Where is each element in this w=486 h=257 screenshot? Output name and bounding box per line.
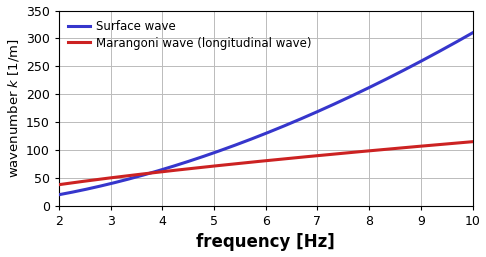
Marangoni wave (longitudinal wave) [280,158,286,161]
Surface wave [395,72,401,75]
Marangoni wave (longitudinal wave) [460,141,466,144]
Marangoni wave (longitudinal wave) [255,160,261,163]
Marangoni wave (longitudinal wave) [302,155,308,158]
Surface wave [460,37,466,40]
Legend: Surface wave, Marangoni wave (longitudinal wave): Surface wave, Marangoni wave (longitudin… [65,16,314,53]
Y-axis label: wavenumber $k$ [1/m]: wavenumber $k$ [1/m] [5,38,20,178]
Line: Surface wave: Surface wave [59,33,472,195]
X-axis label: frequency [Hz]: frequency [Hz] [196,233,335,251]
Surface wave [302,115,308,118]
Surface wave [56,193,62,196]
Marangoni wave (longitudinal wave) [469,140,475,143]
Surface wave [253,136,259,139]
Marangoni wave (longitudinal wave) [395,147,401,150]
Line: Marangoni wave (longitudinal wave): Marangoni wave (longitudinal wave) [59,142,472,185]
Surface wave [280,125,286,128]
Surface wave [255,135,261,138]
Marangoni wave (longitudinal wave) [56,183,62,186]
Marangoni wave (longitudinal wave) [253,160,259,163]
Surface wave [469,31,475,34]
